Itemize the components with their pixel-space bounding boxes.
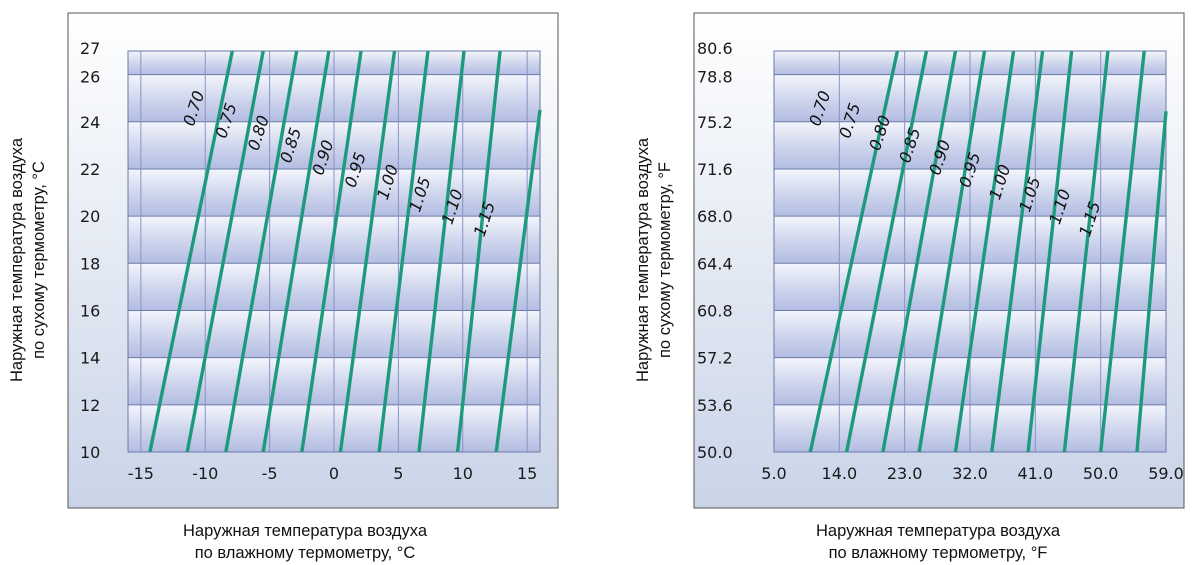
series-line-0.80 (881, 50, 958, 453)
x-axis-title: Наружная температура воздуха (816, 522, 1061, 540)
x-tick-label: 14.0 (822, 464, 858, 483)
y-tick-label: 22 (80, 160, 100, 179)
y-tick-label: 57.2 (697, 349, 733, 368)
x-tick-label: -10 (192, 464, 218, 483)
y-tick-label: 71.6 (697, 160, 733, 179)
y-tick-label: 12 (80, 396, 100, 415)
series-line-0.75 (185, 50, 265, 453)
series-line-1.00 (1026, 50, 1074, 453)
y-tick-label: 64.4 (697, 254, 733, 273)
series-line-0.75 (844, 50, 929, 453)
x-tick-label: 15 (517, 464, 537, 483)
x-axis-title: Наружная температура воздуха (183, 522, 428, 540)
x-tick-label: 50.0 (1083, 464, 1119, 483)
y-axis-title: по сухому термометру, °C (30, 161, 48, 359)
series-line-1.00 (377, 50, 430, 453)
series-line-0.95 (990, 50, 1045, 453)
x-tick-label: -15 (128, 464, 154, 483)
x-tick-label: 5.0 (761, 464, 786, 483)
y-tick-label: 80.6 (697, 39, 733, 58)
chart-svg: 0.70 0.75 0.80 0.85 0.90 0.95 1.00 1.05 1.10 1.15… (8, 12, 559, 562)
series-line-0.85 (261, 50, 331, 453)
x-tick-label: 41.0 (1018, 464, 1054, 483)
x-tick-label: 23.0 (887, 464, 923, 483)
y-tick-label: 26 (80, 68, 100, 87)
series-line-0.90 (300, 50, 363, 453)
y-axis-title: по сухому термометру, °F (656, 162, 674, 358)
series-line-0.70 (808, 50, 900, 453)
x-tick-label: 0 (329, 464, 339, 483)
x-tick-label: -5 (262, 464, 278, 483)
series-line-1.15 (1135, 111, 1168, 453)
x-tick-label: 10 (453, 464, 473, 483)
y-tick-label: 53.6 (697, 396, 733, 415)
y-tick-label: 10 (80, 443, 100, 462)
y-tick-label: 50.0 (697, 443, 733, 462)
y-axis-title: Наружная температура воздуха (634, 137, 652, 382)
chart-svg: 0.70 0.75 0.80 0.85 0.90 0.95 1.00 1.05 1.10 1.15… (634, 12, 1185, 562)
x-axis-title: по влажному термометру, °C (195, 544, 416, 562)
series-line-1.05 (417, 50, 466, 453)
series-line-1.10 (455, 50, 502, 453)
series-line-0.90 (953, 50, 1016, 453)
plot-border (773, 50, 1167, 453)
y-tick-label: 16 (80, 301, 100, 320)
y-tick-label: 18 (80, 254, 100, 273)
y-tick-label: 20 (80, 207, 100, 226)
x-axis-title: по влажному термометру, °F (829, 544, 1048, 562)
y-axis-title: Наружная температура воздуха (8, 137, 26, 382)
y-tick-label: 24 (80, 113, 100, 132)
y-tick-label: 14 (80, 349, 100, 368)
chart-celsius: 0.70 0.75 0.80 0.85 0.90 0.95 1.00 1.05 1.10 1.15… (0, 0, 572, 565)
plot-border (127, 50, 541, 453)
series-line-0.95 (338, 50, 397, 453)
series-line-1.15 (494, 109, 542, 453)
x-tick-label: 5 (393, 464, 403, 483)
series-line-1.10 (1098, 50, 1146, 453)
x-tick-label: 59.0 (1148, 464, 1184, 483)
chart-fahrenheit: 0.70 0.75 0.80 0.85 0.90 0.95 1.00 1.05 1.10 1.15… (626, 0, 1198, 565)
y-tick-label: 68.0 (697, 207, 733, 226)
series-line-1.05 (1062, 50, 1110, 453)
y-tick-label: 60.8 (697, 301, 733, 320)
y-tick-label: 27 (80, 39, 100, 58)
series-line-0.80 (224, 50, 299, 453)
y-tick-label: 75.2 (697, 113, 733, 132)
x-tick-label: 32.0 (952, 464, 988, 483)
series-line-0.70 (148, 50, 234, 453)
y-tick-label: 78.8 (697, 68, 733, 87)
series-line-0.85 (917, 50, 987, 453)
